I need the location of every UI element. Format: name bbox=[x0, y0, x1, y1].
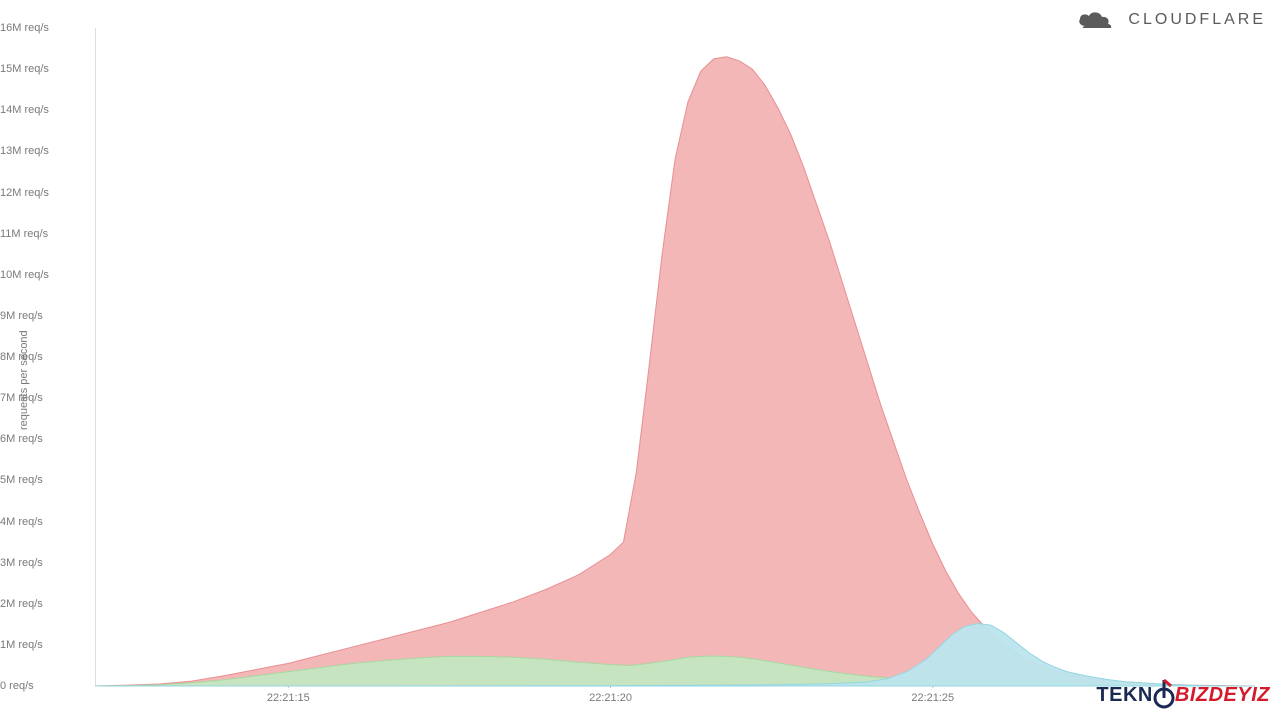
y-tick-label: 2M req/s bbox=[0, 598, 86, 610]
x-tick-label: 22:21:25 bbox=[911, 692, 954, 704]
y-tick-label: 3M req/s bbox=[0, 557, 86, 569]
y-tick-label: 8M req/s bbox=[0, 351, 86, 363]
plot-area bbox=[95, 28, 1255, 688]
y-tick-label: 7M req/s bbox=[0, 392, 86, 404]
y-tick-label: 9M req/s bbox=[0, 310, 86, 322]
y-tick-label: 5M req/s bbox=[0, 474, 86, 486]
y-tick-label: 4M req/s bbox=[0, 516, 86, 528]
logo-text: CLOUDFLARE bbox=[1128, 11, 1266, 29]
y-tick-label: 11M req/s bbox=[0, 228, 86, 240]
y-tick-label: 16M req/s bbox=[0, 22, 86, 34]
watermark-icon bbox=[1151, 678, 1177, 712]
watermark-left: TEKN bbox=[1096, 684, 1152, 707]
series-red bbox=[95, 57, 1255, 686]
y-tick-label: 15M req/s bbox=[0, 63, 86, 75]
x-tick-label: 22:21:15 bbox=[267, 692, 310, 704]
y-tick-label: 14M req/s bbox=[0, 104, 86, 116]
y-tick-label: 0 req/s bbox=[0, 680, 86, 692]
y-axis-ticks: 0 req/s 1M req/s 2M req/s 3M req/s 4M req/s 5… bbox=[0, 0, 90, 720]
y-tick-label: 12M req/s bbox=[0, 187, 86, 199]
chart-container: CLOUDFLARE requests per second 0 req/s1M… bbox=[0, 0, 1280, 720]
y-tick-label: 6M req/s bbox=[0, 433, 86, 445]
y-tick-label: 1M req/s bbox=[0, 639, 86, 651]
y-tick-label: 10M req/s bbox=[0, 269, 86, 281]
watermark: TEKN BIZDEYIZ bbox=[1096, 678, 1270, 712]
y-tick-label: 13M req/s bbox=[0, 145, 86, 157]
x-tick-label: 22:21:20 bbox=[589, 692, 632, 704]
watermark-right: BIZDEYIZ bbox=[1175, 684, 1270, 707]
